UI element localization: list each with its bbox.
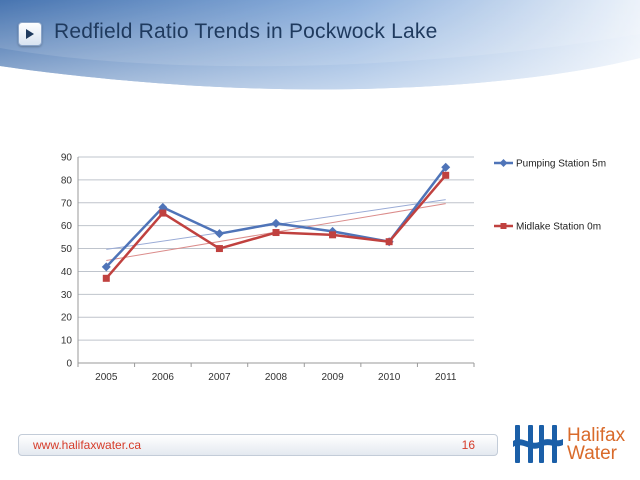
data-point-diamond <box>158 202 168 212</box>
website-link[interactable]: www.halifaxwater.ca <box>33 438 142 452</box>
y-tick-label: 10 <box>61 336 73 347</box>
line-chart: 0 10 20 30 40 50 60 70 80 90 2005 2006 2007 2008 2009 2… <box>61 153 606 384</box>
data-point-square <box>442 171 450 179</box>
data-point-square <box>329 231 337 239</box>
x-tick-label: 2009 <box>321 372 344 383</box>
x-tick-label: 2007 <box>208 372 231 383</box>
page-number: 16 <box>461 438 475 452</box>
legend-marker-square <box>500 223 507 229</box>
y-tick-label: 80 <box>61 175 73 186</box>
legend-marker-diamond <box>499 159 508 167</box>
y-tick-label: 70 <box>61 198 73 209</box>
slide-title: Redfield Ratio Trends in Pockwock Lake <box>54 20 438 43</box>
header-band <box>0 0 640 90</box>
data-point-diamond <box>101 262 111 272</box>
y-tick-label: 60 <box>61 221 73 232</box>
x-tick-label: 2008 <box>265 372 288 383</box>
data-point-diamond <box>271 218 281 228</box>
y-tick-label: 40 <box>61 267 73 278</box>
data-point-square <box>159 209 167 217</box>
x-tick-label: 2010 <box>378 372 401 383</box>
data-point-square <box>272 229 280 237</box>
halifax-water-hh-logo-icon <box>513 425 563 463</box>
x-tick-label: 2006 <box>152 372 175 383</box>
data-point-square <box>385 238 393 246</box>
data-point-square <box>102 274 110 282</box>
legend-label: Midlake Station 0m <box>516 222 601 233</box>
x-tick-label: 2005 <box>95 372 118 383</box>
play-arrow-icon <box>26 29 34 39</box>
logo-word-halifax: Halifax <box>567 425 626 446</box>
y-tick-label: 50 <box>61 244 73 255</box>
data-point-diamond <box>214 229 224 239</box>
y-tick-label: 30 <box>61 290 73 301</box>
y-tick-label: 90 <box>61 153 73 164</box>
x-tick-label: 2011 <box>435 372 457 383</box>
footer-bar: www.halifaxwater.ca 16 <box>18 434 498 456</box>
data-point-square <box>215 245 223 253</box>
legend-label: Pumping Station 5m <box>516 159 606 170</box>
y-tick-label: 20 <box>61 313 73 324</box>
logo-word-water: Water <box>567 443 617 464</box>
halifax-water-logo: Halifax Water <box>511 421 631 467</box>
y-tick-label: 0 <box>66 359 72 370</box>
next-slide-button[interactable] <box>18 22 42 46</box>
data-point-diamond <box>441 162 451 172</box>
